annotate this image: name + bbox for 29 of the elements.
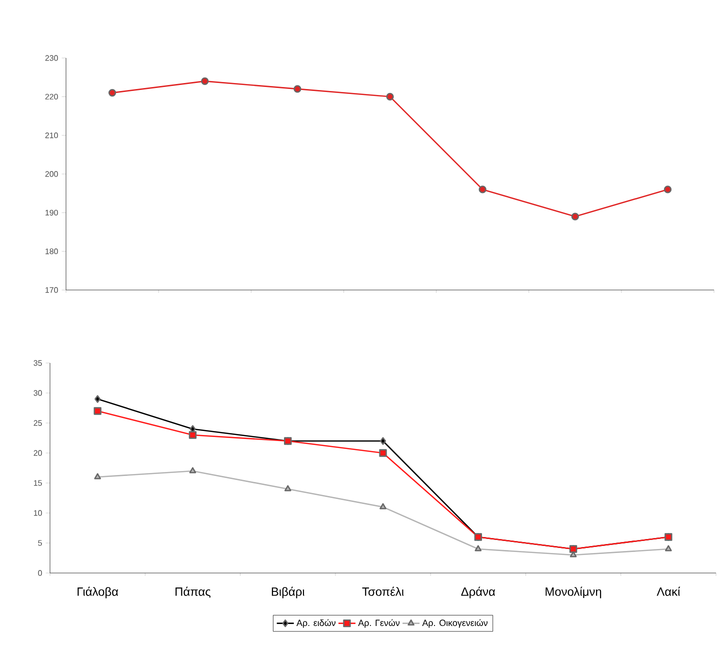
x-tick-label: Τσοπέλι (362, 586, 404, 596)
point (108, 88, 116, 97)
point (294, 85, 302, 93)
point (478, 186, 486, 194)
point (201, 77, 209, 86)
legend-label: Αρ. Γενών (358, 619, 400, 628)
point (94, 473, 101, 480)
point (189, 467, 196, 474)
legend-label: Αρ. Οικογενειών (422, 619, 488, 628)
point (284, 485, 292, 492)
point (664, 186, 672, 194)
point (571, 212, 579, 220)
legend-label: Αρ. ειδών (296, 619, 336, 628)
x-tick-label: Μονολίμνη (546, 586, 602, 598)
x-tick-label: Λακί (656, 586, 680, 596)
point (386, 92, 394, 100)
x-tick-label: Βιβάρι (272, 586, 304, 598)
point (379, 449, 387, 457)
x-tick-label: Γιάλοβα (78, 586, 118, 598)
x-tick-label: Πάπας (176, 586, 210, 598)
point (188, 431, 197, 439)
point (94, 395, 101, 403)
point (94, 407, 102, 415)
x-tick-label: Δράνα (461, 586, 496, 598)
point (380, 437, 386, 445)
point (665, 545, 672, 552)
point (380, 503, 386, 510)
point (474, 545, 482, 552)
point (570, 551, 577, 558)
